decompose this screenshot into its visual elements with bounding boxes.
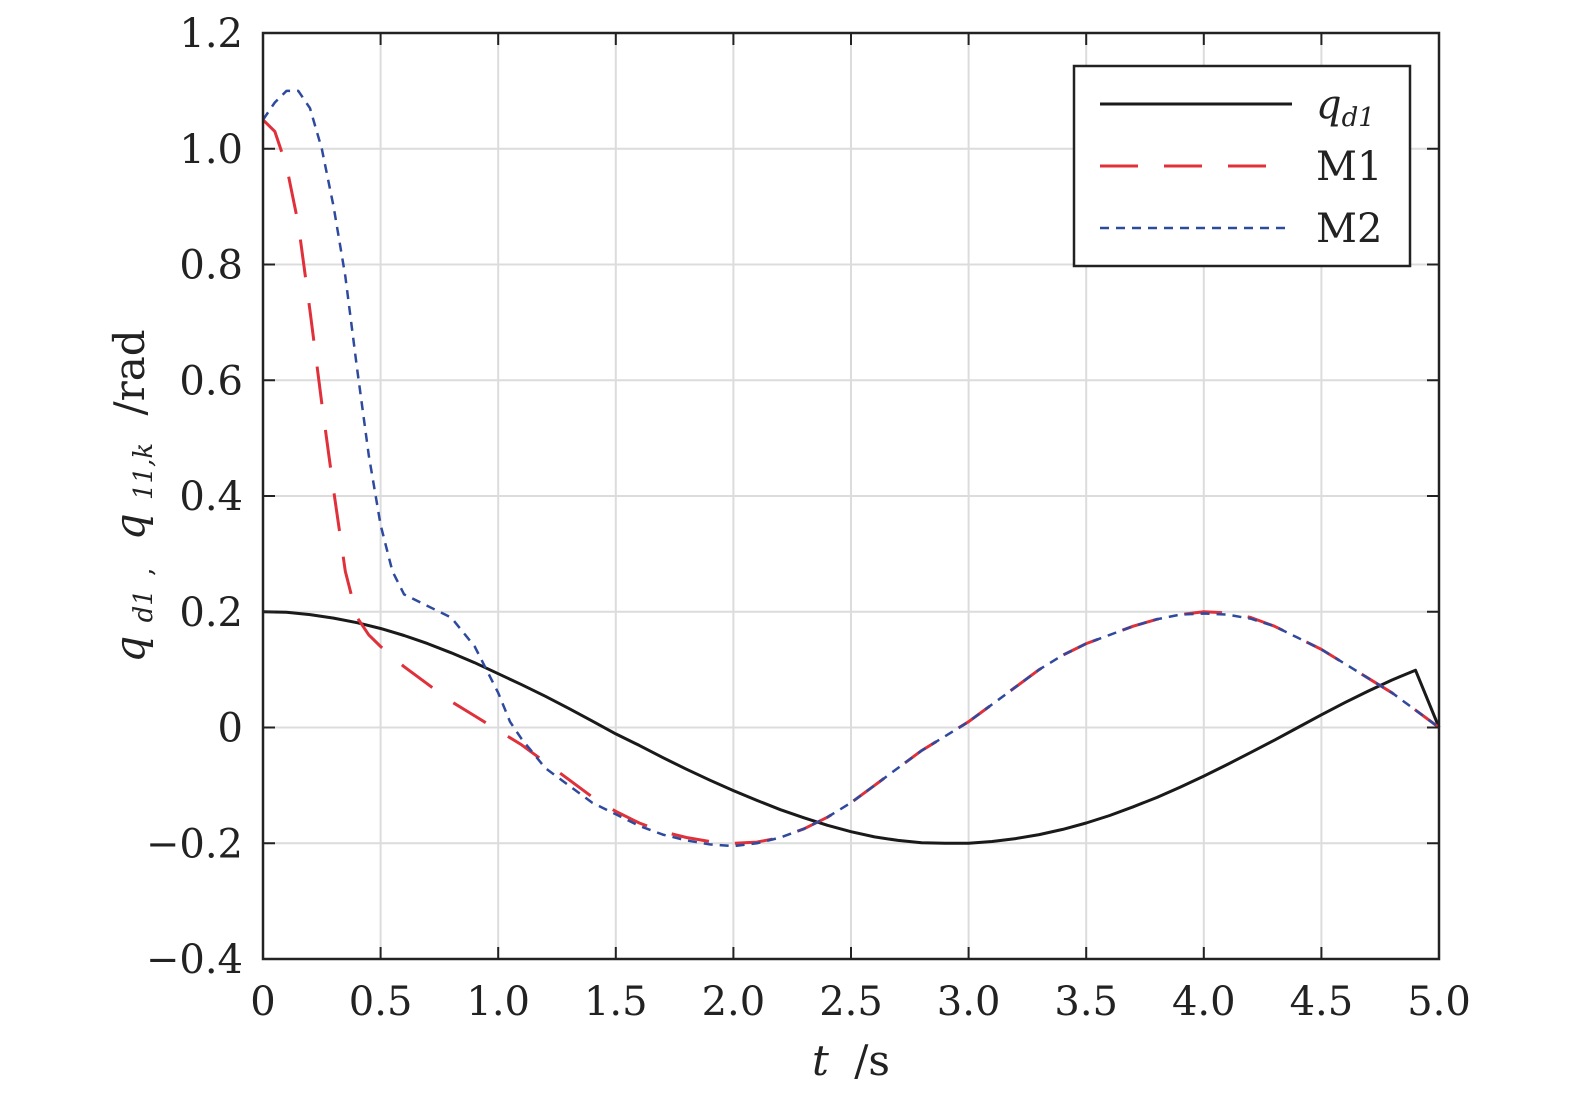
- x-tick-label: 4.0: [1172, 979, 1236, 1025]
- y-axis-q2: q: [105, 513, 154, 540]
- series-line-q-d1: [262, 610, 1441, 845]
- legend: qd1 M1 M2: [1072, 64, 1412, 268]
- series-lines: [261, 89, 1441, 848]
- x-tick-label: 3.0: [937, 979, 1001, 1025]
- y-tick-label: 0.6: [179, 358, 243, 404]
- y-tick-label: 1.2: [179, 11, 243, 57]
- y-tick-label: 1.0: [179, 127, 243, 173]
- y-tick-label: 0.4: [179, 474, 243, 520]
- y-axis-unit: /rad: [105, 329, 154, 415]
- y-tick-label: 0.2: [179, 590, 243, 636]
- series-line-m1: [261, 118, 1440, 845]
- legend-label: qd1: [1316, 82, 1375, 133]
- y-axis-sep: ,: [129, 568, 159, 576]
- x-axis-title: t /s: [812, 1036, 890, 1085]
- series-line-m2: [261, 89, 1440, 848]
- x-axis: 0 0.5 1.0 1.5 2.0 2.5 3.0 3.5 4.0 4.5 5.0: [250, 33, 1471, 1025]
- x-tick-label: 2.0: [702, 979, 766, 1025]
- y-tick-label: 0.8: [179, 243, 243, 289]
- legend-label: M1: [1316, 144, 1382, 190]
- y-axis-q1: q: [105, 636, 154, 663]
- x-tick-label: 0: [250, 979, 275, 1025]
- x-tick-label: 5.0: [1407, 979, 1471, 1025]
- x-tick-label: 0.5: [349, 979, 413, 1025]
- y-tick-label: −0.4: [146, 937, 243, 983]
- y-axis-q1-sub: d1: [129, 589, 159, 622]
- y-axis: −0.4 −0.2 0 0.2 0.4 0.6 0.8 1.0 1.2: [146, 11, 1439, 983]
- y-axis-q2-sub: 11,k: [129, 443, 159, 500]
- x-axis-var: t: [812, 1036, 829, 1085]
- x-tick-label: 3.5: [1054, 979, 1118, 1025]
- y-tick-label: 0: [218, 706, 243, 752]
- x-axis-unit: /s: [854, 1036, 890, 1085]
- y-tick-label: −0.2: [146, 821, 243, 867]
- x-tick-label: 1.5: [584, 979, 648, 1025]
- y-axis-title: q d1 , q 11,k /rad: [105, 329, 162, 662]
- x-tick-label: 1.0: [466, 979, 530, 1025]
- x-tick-label: 2.5: [819, 979, 883, 1025]
- x-tick-label: 4.5: [1290, 979, 1354, 1025]
- legend-label: M2: [1316, 206, 1382, 252]
